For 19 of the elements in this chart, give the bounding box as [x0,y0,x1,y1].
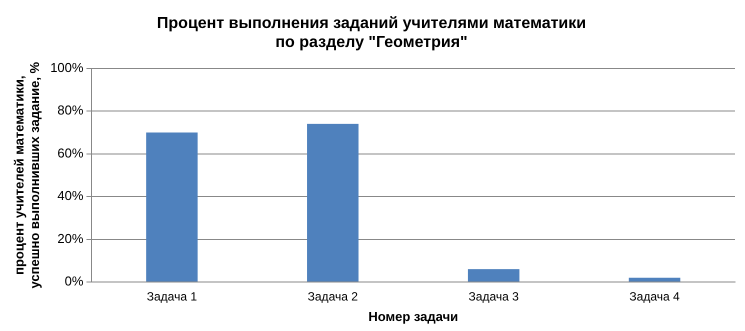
bar [146,132,198,282]
y-tick-label: 60% [57,145,84,160]
text: по разделу "Геометрия" [275,34,468,52]
x-tick-label: Задача 4 [629,290,680,304]
text: процент учителей математики, [11,76,26,275]
x-axis-title: Номер задачи [368,308,458,324]
bar [307,124,359,282]
y-tick-label: 0% [64,274,84,289]
y-tick-label: 80% [57,102,84,118]
x-tick-label: Задача 3 [468,290,520,304]
x-tick-label: Задача 1 [146,290,198,304]
y-tick-label: 20% [57,230,84,246]
y-tick-label: 100% [50,60,84,75]
bar [628,278,680,282]
text: успешно выполнивших задание, % [26,62,42,289]
x-tick-label: Задача 2 [308,290,358,304]
bar [468,269,520,282]
y-tick-label: 40% [57,188,84,204]
text: Процент выполнения заданий учителями математики [156,15,586,32]
